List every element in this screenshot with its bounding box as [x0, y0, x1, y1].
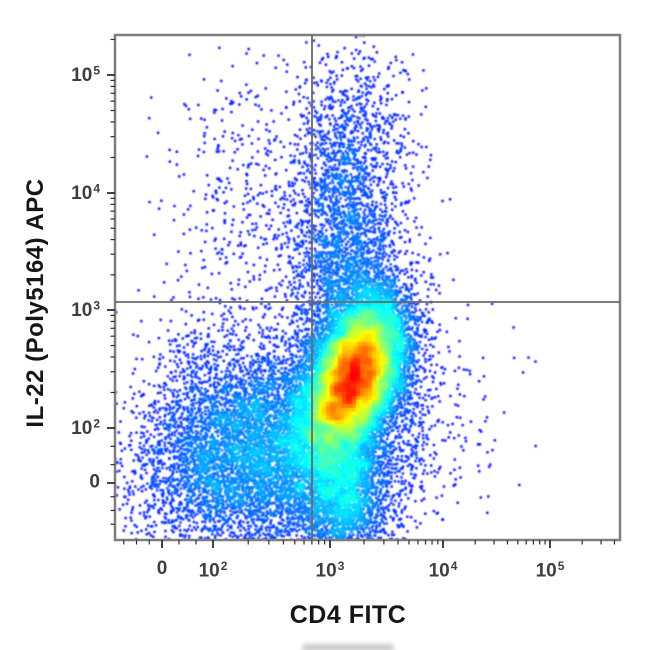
- y-tick-label: 104: [71, 181, 100, 204]
- x-axis-title: CD4 FITC: [289, 601, 407, 629]
- cropped-text-artifact: [302, 644, 394, 650]
- x-tick-label: 0: [156, 558, 168, 579]
- y-tick-label: 0: [89, 471, 100, 493]
- y-tick-label: 103: [71, 298, 100, 321]
- density-scatter-canvas: [115, 35, 620, 540]
- x-tick-label: 105: [535, 559, 565, 582]
- y-tick-label: 102: [71, 416, 100, 439]
- y-axis-title: IL-22 (Poly5164) APC: [22, 178, 49, 428]
- x-tick-label: 104: [428, 559, 458, 582]
- y-tick-label: 105: [71, 63, 100, 86]
- x-tick-label: 103: [315, 559, 345, 582]
- x-tick-label: 102: [198, 559, 228, 582]
